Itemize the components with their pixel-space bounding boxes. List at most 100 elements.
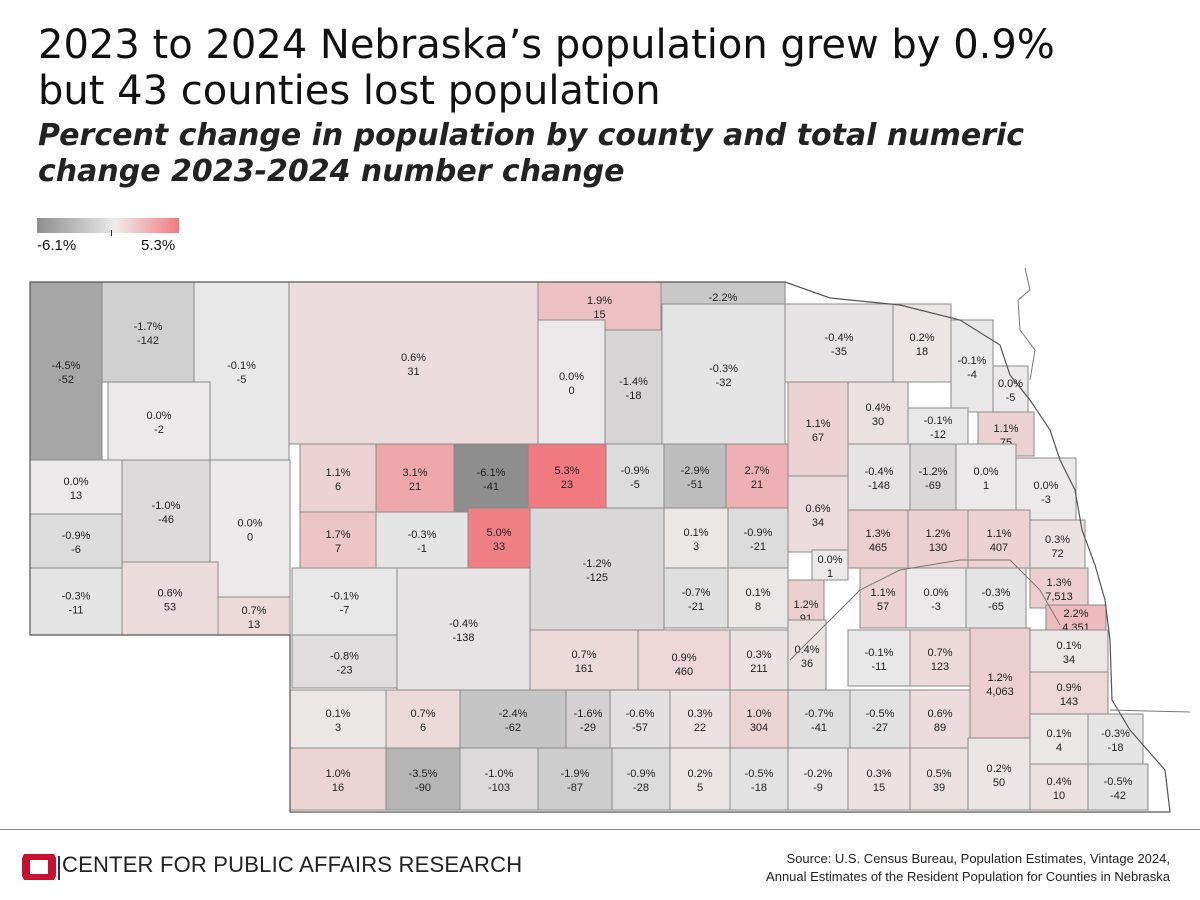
county-12: -0.1% -4 (950, 319, 994, 413)
county-percent-label: -0.1% (865, 647, 894, 659)
county-number-label: 13 (248, 619, 260, 631)
county-48: 0.0% 1 (811, 549, 849, 581)
county-percent-label: 1.1% (993, 423, 1018, 435)
county-shape (909, 747, 969, 811)
county-shape (29, 281, 103, 461)
county-percent-label: -0.4% (449, 618, 478, 630)
county-percent-label: 0.6% (157, 588, 182, 600)
county-shape (955, 443, 1017, 511)
county-percent-label: 0.7% (571, 649, 596, 661)
county-number-label: 21 (409, 481, 421, 493)
county-60: 0.9% 460 (637, 629, 731, 697)
county-shape (907, 509, 969, 569)
county-number-label: 211 (750, 663, 768, 675)
county-percent-label: 1.2% (793, 599, 818, 611)
county-72: -0.6% -57 (609, 689, 671, 749)
county-percent-label: 0.9% (1056, 682, 1081, 694)
county-shape (727, 507, 789, 569)
county-percent-label: 0.1% (683, 527, 708, 539)
county-number-label: 34 (812, 517, 824, 529)
county-number-label: 67 (812, 432, 824, 444)
county-58: -0.8% -23 (291, 634, 398, 689)
county-19: -6.1% -41 (453, 443, 529, 513)
county-number-label: -148 (868, 480, 890, 492)
county-shape (663, 567, 729, 629)
color-legend: -6.1% 5.3% (37, 218, 182, 258)
county-1: -1.7% -142 (101, 281, 195, 383)
source-line-2: Annual Estimates of the Resident Populat… (766, 869, 1170, 884)
county-percent-label: -0.7% (805, 708, 834, 720)
county-number-label: -6 (71, 544, 81, 556)
county-number-label: 89 (934, 722, 946, 734)
county-6: 0.0% -2 (107, 381, 211, 461)
county-number-label: 33 (493, 541, 505, 553)
county-number-label: -11 (871, 661, 886, 673)
county-78: 0.1% 4 (1029, 713, 1089, 765)
county-66: 0.1% 34 (1029, 629, 1109, 673)
county-percent-label: -2.9% (681, 465, 710, 477)
county-percent-label: 1.1% (805, 418, 830, 430)
county-percent-label: 0.3% (687, 708, 712, 720)
county-percent-label: 0.6% (927, 708, 952, 720)
county-percent-label: -0.1% (227, 360, 256, 372)
county-25: 0.4% 30 (847, 381, 909, 445)
county-40: 0.6% 53 (121, 561, 219, 636)
county-18: 3.1% 21 (375, 443, 455, 513)
county-15: -1.0% -46 (121, 459, 211, 563)
county-percent-label: -0.2% (804, 768, 833, 780)
county-46: 1.1% 407 (967, 509, 1031, 569)
county-number-label: 7 (335, 543, 341, 555)
county-percent-label: -2.2% (709, 292, 738, 304)
county-43: -1.2% -125 (529, 507, 665, 631)
county-percent-label: 0.3% (746, 649, 771, 661)
county-number-label: -21 (688, 601, 704, 613)
county-number-label: -142 (137, 335, 159, 347)
county-42: -0.1% -7 (291, 567, 398, 636)
county-percent-label: -0.3% (408, 529, 437, 541)
county-shape (565, 689, 611, 749)
platte-river (789, 559, 1061, 661)
county-shape (637, 629, 731, 697)
county-57: -0.4% -138 (396, 567, 531, 691)
county-percent-label: 0.0% (998, 378, 1023, 390)
logo-bar (58, 856, 60, 880)
county-percent-label: 1.1% (986, 528, 1011, 540)
county-shape (729, 629, 789, 691)
county-shape (217, 596, 291, 636)
county-number-label: 57 (877, 601, 889, 613)
county-shape (729, 689, 789, 749)
county-number-label: 39 (933, 782, 945, 794)
county-number-label: -5 (237, 374, 247, 386)
county-88: 0.3% 15 (847, 747, 911, 811)
county-shape (1029, 671, 1109, 715)
county-3: 0.6% 31 (288, 281, 539, 445)
county-number-label: 15 (593, 309, 605, 321)
county-75: -0.7% -41 (787, 689, 851, 749)
county-percent-label: 0.7% (410, 708, 435, 720)
county-76: -0.5% -27 (849, 689, 911, 749)
county-percent-label: 1.3% (865, 528, 890, 540)
county-shape (209, 459, 291, 598)
county-percent-label: 2.7% (744, 465, 769, 477)
county-number-label: 407 (990, 542, 1008, 554)
county-percent-label: 0.3% (1045, 534, 1070, 546)
county-87: -0.2% -9 (787, 747, 849, 811)
county-79: -0.3% -18 (1087, 713, 1144, 765)
county-percent-label: 1.1% (325, 467, 350, 479)
county-number-label: -12 (930, 429, 946, 441)
county-33: -0.9% -21 (727, 507, 789, 569)
county-shape (1029, 519, 1086, 571)
county-number-label: -11 (68, 605, 83, 617)
county-number-label: -41 (483, 481, 499, 493)
county-81: -3.5% -90 (385, 747, 461, 811)
county-number-label: -3 (1041, 494, 1051, 506)
county-number-label: 130 (929, 542, 947, 554)
county-number-label: -62 (505, 722, 521, 734)
county-number-label: 7,513 (1045, 591, 1073, 603)
county-percent-label: 0.6% (401, 352, 426, 364)
county-percent-label: -0.1% (958, 355, 987, 367)
county-percent-label: 1.2% (987, 672, 1012, 684)
county-shape (289, 747, 387, 811)
county-14: 0.0% 13 (29, 459, 123, 515)
county-number-label: -1 (417, 543, 427, 555)
